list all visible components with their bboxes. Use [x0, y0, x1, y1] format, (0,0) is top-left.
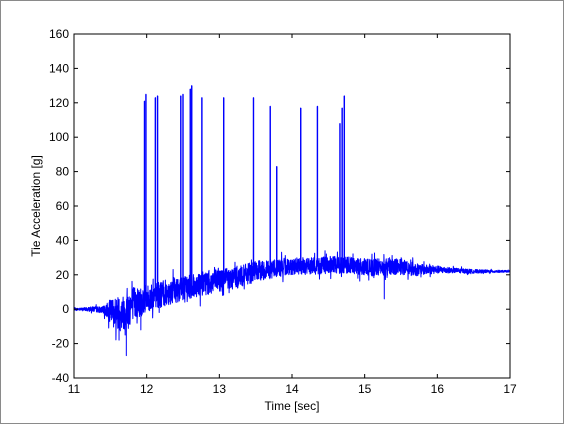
x-tick-label: 16 [431, 382, 445, 396]
ticks-layer: 11 12 13 14 15 16 17 -40 -20 0 20 40 60 80 100 120 140 16… [49, 27, 517, 396]
y-tick-label: 120 [49, 96, 69, 110]
plot-area [74, 34, 510, 378]
series-layer [73, 85, 511, 357]
y-tick-label: 20 [56, 268, 70, 282]
y-tick-label: 100 [49, 130, 69, 144]
y-tick-label: -20 [52, 337, 70, 351]
y-tick-label: -40 [52, 371, 70, 385]
y-tick-label: 140 [49, 61, 69, 75]
x-axis-label: Time [sec] [265, 399, 320, 413]
x-tick-label: 17 [503, 382, 517, 396]
y-axis-label: Tie Acceleration [g] [29, 155, 43, 257]
y-tick-label: 40 [56, 233, 70, 247]
y-tick-label: 60 [56, 199, 70, 213]
x-tick-label: 11 [68, 382, 81, 396]
y-tick-label: 0 [62, 302, 69, 316]
y-tick-label: 160 [49, 27, 69, 41]
plot-background [74, 34, 510, 378]
x-tick-label: 15 [358, 382, 372, 396]
x-tick-label: 13 [213, 382, 227, 396]
x-tick-label: 14 [285, 382, 299, 396]
x-tick-label: 12 [140, 382, 154, 396]
y-tick-label: 80 [56, 165, 70, 179]
